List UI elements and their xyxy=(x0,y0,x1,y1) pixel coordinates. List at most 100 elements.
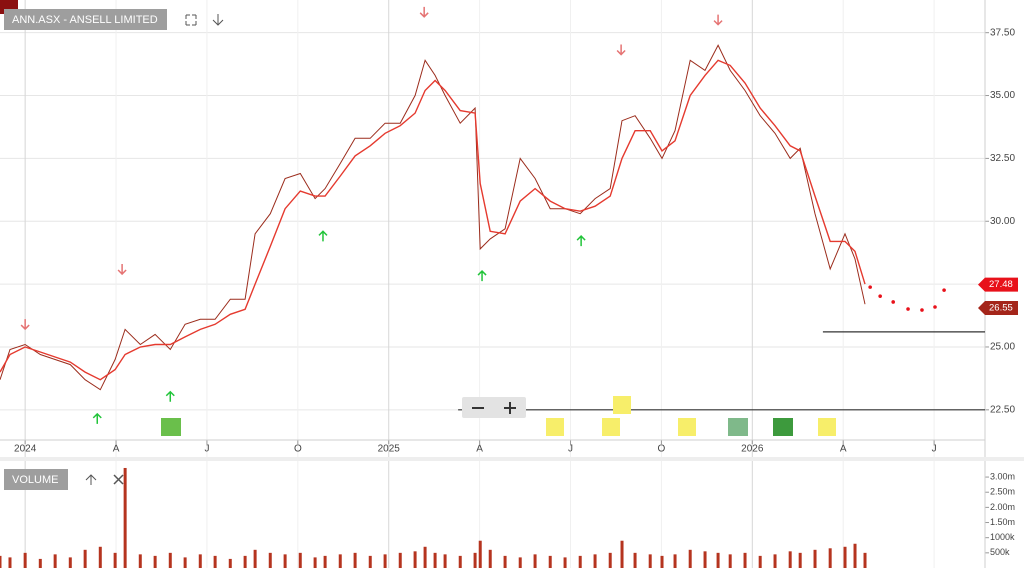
volume-bar xyxy=(828,548,832,568)
buy-signal xyxy=(318,230,328,242)
buy-signal xyxy=(92,412,102,424)
volume-bar xyxy=(423,546,427,568)
sell-signal xyxy=(713,14,723,26)
close-button[interactable] xyxy=(113,474,124,485)
moving-average xyxy=(0,59,866,381)
volume-bar xyxy=(183,557,187,568)
volume-bar xyxy=(673,554,677,568)
volume-bar xyxy=(283,554,287,568)
event-icon[interactable] xyxy=(818,418,836,436)
volume-bar xyxy=(743,552,747,568)
collapse-button[interactable] xyxy=(212,14,224,26)
volume-tick-label: 3.00m xyxy=(990,471,1015,481)
volume-tick-label: 2.50m xyxy=(990,487,1015,497)
x-tick-label: J xyxy=(568,444,573,455)
event-icon[interactable] xyxy=(546,418,564,436)
volume-bar xyxy=(660,555,664,568)
volume-bar xyxy=(83,549,87,568)
volume-bar xyxy=(533,554,537,568)
forecast-dot xyxy=(868,285,872,289)
x-tick-label: O xyxy=(658,444,666,455)
x-tick-label: J xyxy=(932,444,937,455)
volume-bar xyxy=(563,557,567,568)
volume-bar xyxy=(433,552,437,568)
y-tick-label: 22.50 xyxy=(990,404,1015,415)
fullscreen-button[interactable] xyxy=(185,14,197,26)
volume-bar xyxy=(473,552,477,568)
x-tick-label: O xyxy=(294,444,302,455)
volume-bar xyxy=(383,554,387,568)
y-tick-label: 32.50 xyxy=(990,153,1015,164)
event-icon[interactable] xyxy=(161,418,181,436)
volume-bar xyxy=(593,554,597,568)
volume-bar xyxy=(578,555,582,568)
volume-bar xyxy=(773,554,777,568)
price-tag-label: 27.48 xyxy=(989,279,1013,290)
x-tick-label: 2026 xyxy=(741,444,764,455)
volume-tick-label: 2.00m xyxy=(990,502,1015,512)
event-icon[interactable] xyxy=(678,418,696,436)
volume-bar xyxy=(608,552,612,568)
volume-tick-label: 1.50m xyxy=(990,517,1015,527)
sell-signal xyxy=(616,44,626,56)
x-tick-label: J xyxy=(204,444,209,455)
x-tick-label: 2025 xyxy=(378,444,401,455)
volume-bar xyxy=(23,552,27,568)
volume-bar xyxy=(703,551,707,568)
volume-bar xyxy=(458,555,462,568)
volume-bar xyxy=(488,549,492,568)
price-tag-label: 26.55 xyxy=(989,303,1013,314)
volume-title: VOLUME xyxy=(12,474,58,486)
volume-tick-label: 1000k xyxy=(990,532,1015,542)
volume-bar xyxy=(113,552,117,568)
x-tick-label: A xyxy=(476,444,483,455)
price-tag xyxy=(978,301,1018,315)
volume-bar xyxy=(688,549,692,568)
y-tick-label: 30.00 xyxy=(990,216,1015,227)
volume-bar xyxy=(0,555,2,568)
title-box xyxy=(4,9,167,30)
y-tick-label: 35.00 xyxy=(990,90,1015,101)
x-tick-label: 2024 xyxy=(14,444,37,455)
volume-bar xyxy=(353,552,357,568)
y-tick-label: 37.50 xyxy=(990,27,1015,38)
volume-bar xyxy=(138,554,142,568)
event-icon[interactable] xyxy=(773,418,793,436)
sell-signal xyxy=(117,264,127,276)
forecast-dot xyxy=(891,300,895,304)
event-icon[interactable] xyxy=(613,396,631,414)
volume-bar xyxy=(853,543,857,568)
volume-bar xyxy=(338,554,342,568)
volume-bar xyxy=(198,554,202,568)
volume-bar xyxy=(213,555,217,568)
volume-bar xyxy=(478,540,482,568)
volume-bar xyxy=(268,552,272,568)
volume-bar xyxy=(243,555,247,568)
forecast-dot xyxy=(906,307,910,311)
volume-bar xyxy=(863,552,867,568)
forecast-dot xyxy=(942,288,946,292)
volume-bar xyxy=(788,551,792,568)
volume-bar xyxy=(153,555,157,568)
volume-bar xyxy=(443,554,447,568)
buy-signal xyxy=(576,235,586,247)
volume-bar xyxy=(398,552,402,568)
zoom-in-button[interactable] xyxy=(504,402,516,414)
volume-bar xyxy=(648,554,652,568)
forecast-dot xyxy=(920,308,924,312)
move-up-button[interactable] xyxy=(85,474,97,485)
volume-bar xyxy=(798,552,802,568)
volume-tick-label: 500k xyxy=(990,547,1010,557)
volume-bar xyxy=(813,549,817,568)
zoom-controls xyxy=(462,397,526,418)
volume-title-box xyxy=(4,469,68,490)
event-icon[interactable] xyxy=(602,418,620,436)
x-tick-label: A xyxy=(840,444,847,455)
volume-bar xyxy=(368,555,372,568)
event-icon[interactable] xyxy=(728,418,748,436)
volume-bar xyxy=(168,552,172,568)
volume-bar xyxy=(758,555,762,568)
volume-bar xyxy=(548,555,552,568)
